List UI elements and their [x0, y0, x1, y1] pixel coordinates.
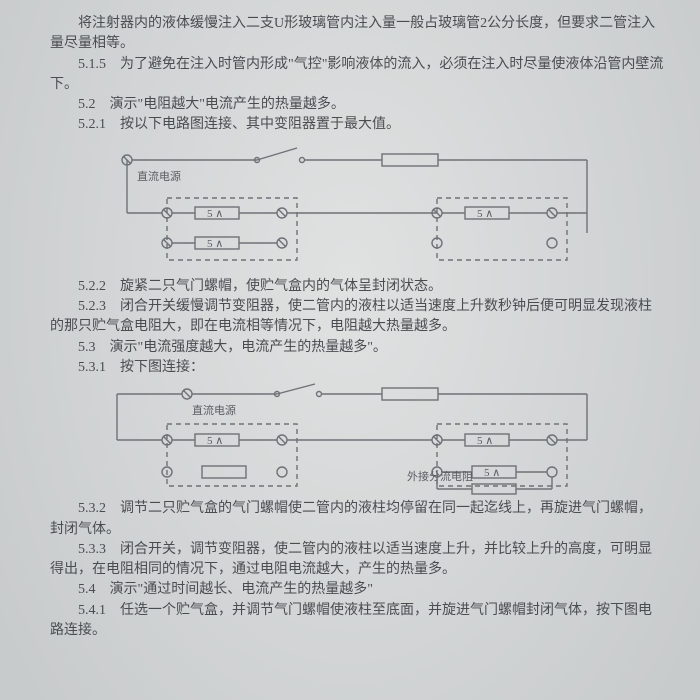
para-523: 5.2.3 闭合开关缓慢调节变阻器，使二管内的液柱以适当速度上升数秒钟后便可明显… [50, 297, 664, 338]
svg-text:5 ∧: 5 ∧ [207, 208, 223, 220]
para-533: 5.3.3 闭合开关，调节变阻器，使二管内的液柱以适当速度上升，并比较上升的高度… [50, 540, 664, 581]
para-522: 5.2.2 旋紧二只气门螺帽，使贮气盒内的气体呈封闭状态。 [50, 277, 664, 297]
para-541: 5.4.1 任选一个贮气盒，并调节气门螺帽使液柱至底面，并旋进气门螺帽封闭气体，… [50, 601, 664, 642]
label-dc-source-2: 直流电源 [192, 403, 236, 417]
svg-text:5 ∧: 5 ∧ [477, 208, 493, 220]
svg-text:5 ∧: 5 ∧ [207, 238, 223, 250]
para-532: 5.3.2 调节二只贮气盒的气门螺帽使二管内的液柱均停留在同一起迄线上，再旋进气… [50, 499, 664, 540]
para-54: 5.4 演示"通过时间越长、电流产生的热量越多" [50, 580, 664, 600]
svg-text:5 ∧: 5 ∧ [484, 467, 500, 479]
para-521: 5.2.1 按以下电路图连接、其中变阻器置于最大值。 [50, 115, 664, 135]
circuit-diagram-1: 直流电源 5 ∧ 5 ∧ 5 ∧ [50, 138, 664, 273]
para-515: 5.1.5 为了避免在注入时管内形成"气控"影响液体的流入，必须在注入时尽量使液… [50, 55, 664, 96]
svg-text:5 ∧: 5 ∧ [477, 435, 493, 447]
para-intro: 将注射器内的液体缓慢注入二支U形玻璃管内注入量一般占玻璃管2公分长度，但要求二管… [50, 14, 664, 55]
circuit-diagram-2: 直流电源 5 ∧ 5 ∧ 5 ∧ 外接分流电阻 [50, 380, 664, 495]
para-52: 5.2 演示"电阻越大"电流产生的热量越多。 [50, 95, 664, 115]
para-531: 5.3.1 按下图连接： [50, 358, 664, 378]
label-dc-source-1: 直流电源 [137, 169, 181, 183]
para-53: 5.3 演示"电流强度越大，电流产生的热量越多"。 [50, 338, 664, 358]
label-shunt: 外接分流电阻 [407, 469, 473, 483]
svg-text:5 ∧: 5 ∧ [207, 435, 223, 447]
